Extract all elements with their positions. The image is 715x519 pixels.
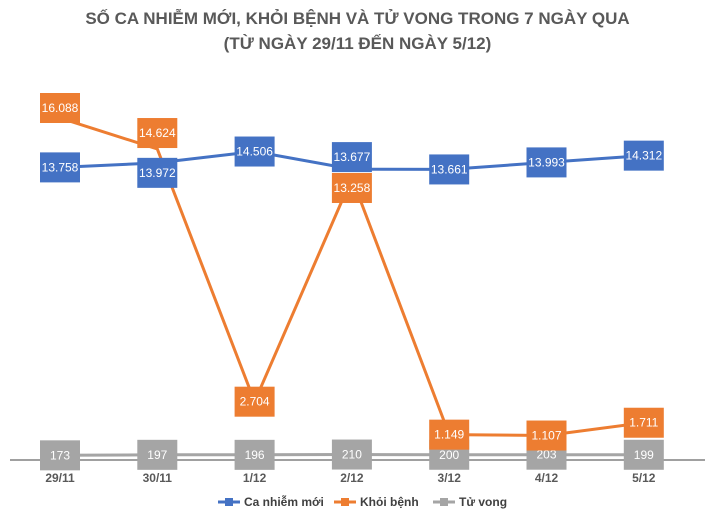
point-khoi-benh-2: 2.704 xyxy=(234,386,275,417)
point-marker xyxy=(623,439,664,470)
point-marker xyxy=(331,439,372,470)
data-label: 13.258 xyxy=(334,181,371,195)
point-tu-vong-6: 199 xyxy=(623,439,664,470)
x-tick-label: 3/12 xyxy=(438,471,462,485)
data-label: 13.677 xyxy=(334,150,371,164)
point-khoi-benh-3: 13.258 xyxy=(331,172,372,203)
chart-title: SỐ CA NHIỄM MỚI, KHỎI BỆNH VÀ TỬ VONG TR… xyxy=(85,9,630,28)
point-marker xyxy=(623,140,664,171)
point-marker xyxy=(234,386,275,417)
point-marker xyxy=(623,407,664,438)
point-khoi-benh-6: 1.711 xyxy=(623,407,664,438)
legend-label: Khỏi bệnh xyxy=(360,495,419,509)
chart-subtitle: (TỪ NGÀY 29/11 ĐẾN NGÀY 5/12) xyxy=(223,34,492,53)
x-tick-label: 4/12 xyxy=(535,471,559,485)
data-label: 1.107 xyxy=(531,429,561,443)
point-ca-nhiem-moi-4: 13.661 xyxy=(429,154,470,185)
point-marker xyxy=(40,93,80,123)
point-marker xyxy=(40,440,80,471)
data-label: 200 xyxy=(439,448,459,462)
point-marker xyxy=(40,152,80,183)
x-tick-label: 2/12 xyxy=(340,471,364,485)
point-marker xyxy=(429,154,470,185)
point-tu-vong-2: 196 xyxy=(234,439,275,470)
data-label: 173 xyxy=(50,448,70,462)
point-marker xyxy=(331,142,372,173)
point-marker xyxy=(234,136,275,167)
legend-marker xyxy=(440,498,448,506)
data-label: 203 xyxy=(536,448,556,462)
legend-item-ca-nhiem-moi: Ca nhiễm mới xyxy=(218,494,324,509)
point-marker xyxy=(526,420,567,451)
point-ca-nhiem-moi-6: 14.312 xyxy=(623,140,664,171)
point-marker xyxy=(137,118,178,149)
data-label: 199 xyxy=(634,448,654,462)
point-ca-nhiem-moi-3: 13.677 xyxy=(331,142,372,173)
point-tu-vong-1: 197 xyxy=(137,439,178,470)
data-label: 13.993 xyxy=(528,155,565,169)
x-tick-label: 29/11 xyxy=(45,471,75,485)
data-label: 16.088 xyxy=(42,101,79,115)
data-label: 13.972 xyxy=(139,166,176,180)
data-label: 210 xyxy=(342,448,362,462)
data-label: 13.661 xyxy=(431,162,468,176)
data-label: 196 xyxy=(245,448,265,462)
point-khoi-benh-4: 1.149 xyxy=(429,419,470,450)
legend-label: Tử vong xyxy=(459,495,507,509)
point-khoi-benh-0: 16.088 xyxy=(40,93,80,123)
point-ca-nhiem-moi-5: 13.993 xyxy=(526,147,567,178)
point-khoi-benh-5: 1.107 xyxy=(526,420,567,451)
point-tu-vong-3: 210 xyxy=(331,439,372,470)
point-ca-nhiem-moi-1: 13.972 xyxy=(137,157,178,188)
data-label: 2.704 xyxy=(240,395,270,409)
point-marker xyxy=(429,419,470,450)
legend-label: Ca nhiễm mới xyxy=(244,494,324,509)
data-label: 197 xyxy=(147,448,167,462)
x-tick-label: 5/12 xyxy=(632,471,656,485)
data-label: 14.624 xyxy=(139,126,176,140)
point-marker xyxy=(526,147,567,178)
point-marker xyxy=(331,172,372,203)
data-label: 14.312 xyxy=(625,149,662,163)
legend-item-tu-vong: Tử vong xyxy=(433,495,507,509)
point-marker xyxy=(234,439,275,470)
data-label: 1.711 xyxy=(629,416,658,430)
data-label: 13.758 xyxy=(42,160,79,174)
point-ca-nhiem-moi-2: 14.506 xyxy=(234,136,275,167)
data-label: 14.506 xyxy=(236,145,273,159)
point-tu-vong-0: 173 xyxy=(40,440,80,471)
point-marker xyxy=(137,157,178,188)
point-ca-nhiem-moi-0: 13.758 xyxy=(40,152,80,183)
point-khoi-benh-1: 14.624 xyxy=(137,118,178,149)
legend-marker xyxy=(341,498,349,506)
data-label: 1.149 xyxy=(434,428,464,442)
x-tick-label: 30/11 xyxy=(143,471,173,485)
legend-marker xyxy=(225,498,233,506)
x-tick-label: 1/12 xyxy=(243,471,267,485)
point-marker xyxy=(137,439,178,470)
legend-item-khoi-benh: Khỏi bệnh xyxy=(334,495,419,509)
